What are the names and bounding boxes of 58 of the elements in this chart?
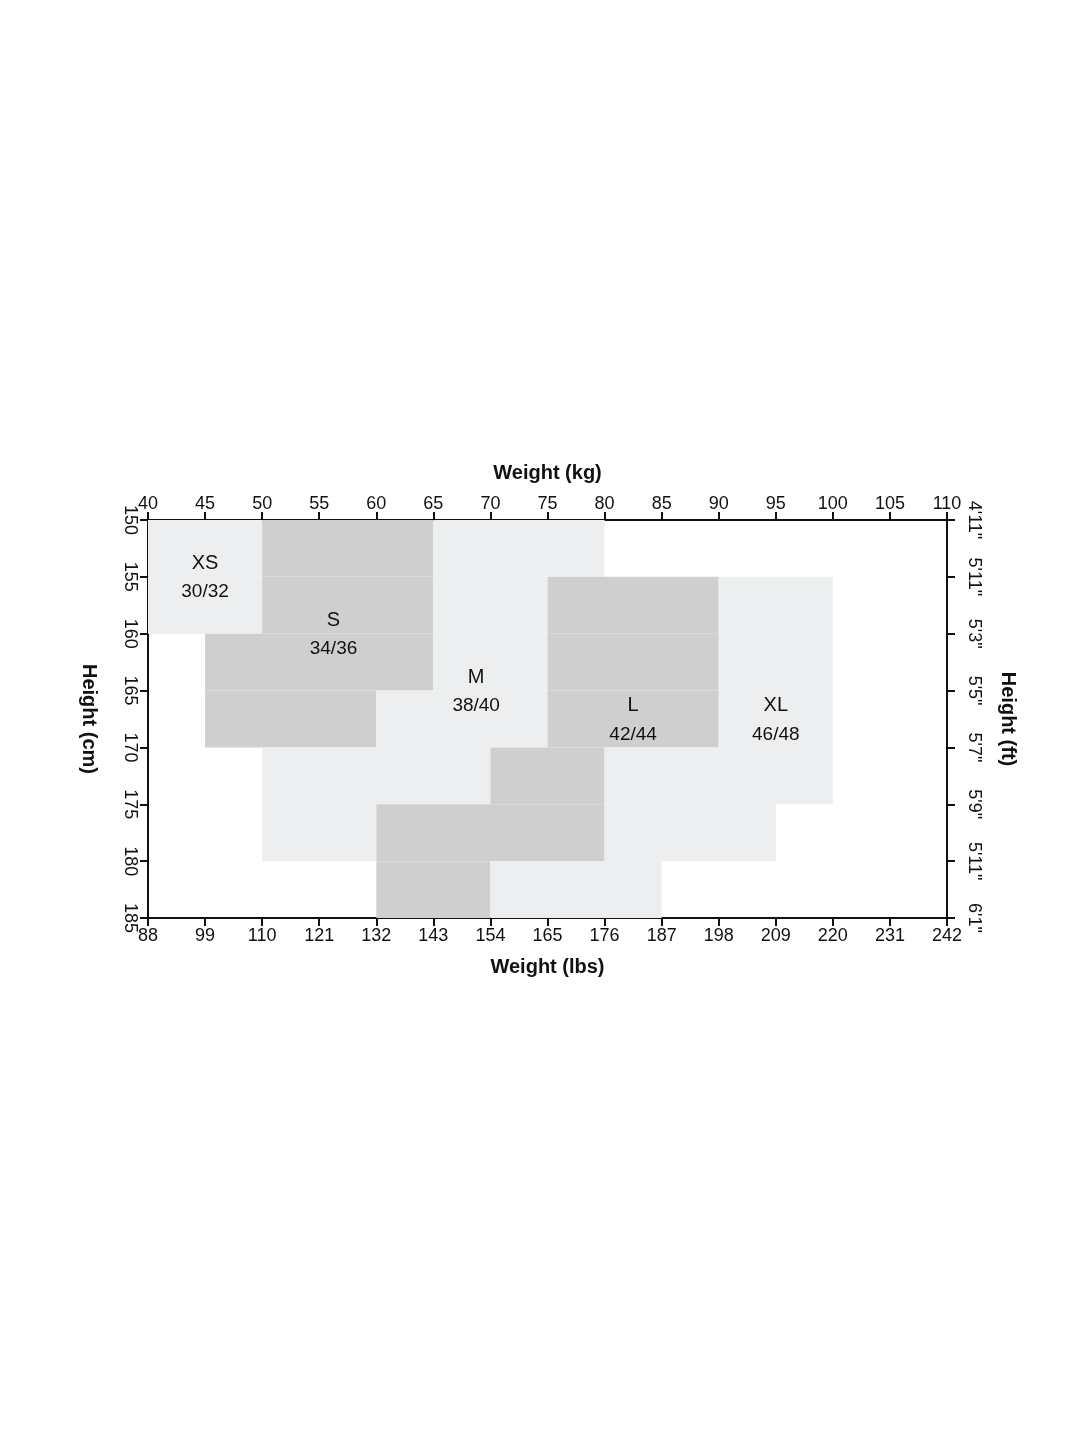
x2-axis-title: Weight (kg) (493, 461, 602, 483)
text: 5'11" (965, 557, 985, 597)
x-tick-label: 121 (304, 925, 335, 945)
text: 5'11" (965, 841, 985, 881)
y2-axis-title: Height (ft) (998, 671, 1020, 767)
text: 5'9" (965, 789, 985, 820)
x-tick-label: 132 (361, 925, 392, 945)
x-tick-label: 176 (589, 925, 620, 945)
x2-tick-label: 100 (817, 493, 848, 513)
text: 6'1" (965, 903, 985, 933)
x-tick-label: 110 (247, 925, 277, 945)
y-tick-label: 160 (121, 618, 141, 649)
x2-tick-label: 50 (252, 493, 273, 513)
annotation: 42/44 (609, 722, 658, 744)
text: 5'7" (965, 732, 985, 763)
x-tick-label: 143 (418, 925, 449, 945)
x2-tick-label: 110 (932, 493, 962, 513)
series-label: M (467, 664, 485, 687)
annotation: 30/32 (181, 580, 229, 602)
x-axis-title: Weight (lbs) (490, 955, 605, 977)
x2-tick-label: 45 (195, 493, 216, 513)
series-label: L (627, 693, 639, 715)
y-tick-label: 165 (121, 675, 141, 706)
x-tick-label: 242 (931, 925, 963, 945)
y-tick-label: 175 (121, 789, 141, 820)
x2-tick-label: 60 (366, 493, 387, 513)
x-tick-label: 198 (703, 925, 734, 945)
x-tick-label: 165 (532, 925, 563, 945)
annotation: 38/40 (452, 694, 500, 716)
x-tick-label: 154 (475, 925, 506, 945)
y-tick-label: 180 (121, 846, 141, 877)
x2-tick-label: 40 (137, 493, 159, 513)
x-tick-label: 231 (874, 925, 905, 945)
y-axis-title: Height (cm) (79, 664, 101, 774)
text: 5'5" (965, 675, 985, 706)
x-tick-label: 220 (817, 925, 848, 945)
annotation: 46/48 (752, 722, 800, 744)
x2-tick-label: 65 (423, 493, 444, 513)
series-label: XS (191, 550, 219, 573)
series-label: S (326, 607, 341, 630)
x-tick-label: 88 (137, 925, 159, 945)
x2-tick-label: 75 (537, 493, 558, 513)
x-tick-label: 209 (760, 925, 791, 945)
x-tick-label: 99 (195, 925, 216, 945)
series-label: XL (763, 693, 789, 715)
annotation: 34/36 (309, 637, 358, 659)
y-tick-label: 155 (121, 561, 141, 592)
x2-tick-label: 70 (480, 493, 501, 513)
x2-tick-label: 105 (874, 493, 905, 513)
x-tick-label: 187 (646, 925, 677, 945)
text: 4'11" (965, 500, 985, 540)
x2-tick-label: 95 (765, 493, 786, 513)
x2-tick-label: 85 (651, 493, 672, 513)
x2-tick-label: 80 (594, 493, 615, 513)
x2-tick-label: 55 (309, 493, 330, 513)
y-tick-label: 170 (121, 732, 141, 763)
text: 5'3" (965, 618, 985, 649)
x2-tick-label: 90 (708, 493, 729, 513)
